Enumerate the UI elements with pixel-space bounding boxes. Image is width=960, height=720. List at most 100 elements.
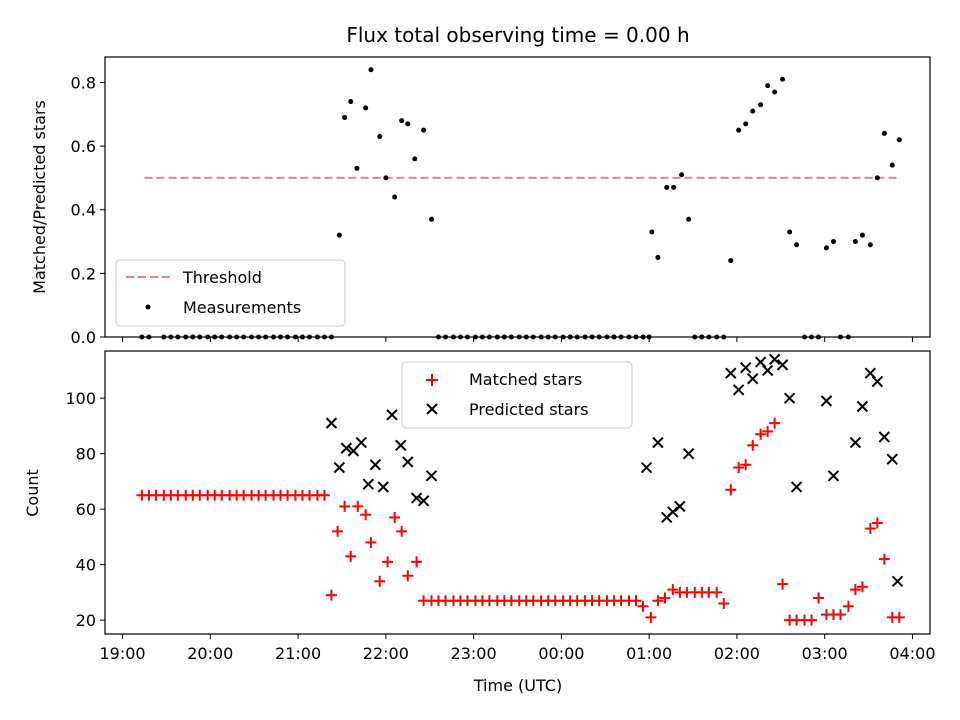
- measurement-point: [794, 242, 800, 248]
- measurement-point: [292, 334, 298, 340]
- matched-star-point: [374, 575, 386, 587]
- x-tick-label: 02:00: [714, 644, 760, 663]
- ratio-y-tick-label: 0.0: [71, 328, 96, 347]
- x-tick-label: 21:00: [275, 644, 321, 663]
- predicted-star-point: [871, 375, 884, 388]
- matched-star-point: [834, 609, 846, 621]
- measurement-point: [567, 334, 573, 340]
- x-axis-label: Time (UTC): [473, 676, 562, 695]
- measurement-point: [611, 334, 617, 340]
- measurement-point: [205, 334, 211, 340]
- matched-star-point: [365, 536, 377, 548]
- measurement-point: [671, 184, 677, 190]
- measurement-point: [494, 334, 500, 340]
- measurement-point: [765, 83, 771, 89]
- matched-star-point: [806, 614, 818, 626]
- count-y-ticks: 20 40 60 80 100: [65, 389, 105, 630]
- measurement-point: [183, 334, 189, 340]
- predicted-star-point: [878, 431, 891, 443]
- predicted-star-point: [362, 478, 375, 490]
- measurement-point: [889, 162, 895, 168]
- measurement-point: [896, 137, 902, 143]
- matched-star-point: [740, 459, 752, 471]
- measurement-point: [750, 108, 756, 114]
- measurement-point: [383, 175, 389, 181]
- predicted-star-point: [827, 470, 840, 482]
- predicted-star-point: [820, 395, 833, 407]
- measurement-point: [227, 334, 233, 340]
- matched-star-point: [849, 584, 861, 596]
- measurement-point: [867, 242, 873, 248]
- measurement-point: [501, 334, 507, 340]
- measurement-point: [399, 118, 405, 124]
- measurement-point: [508, 334, 514, 340]
- matched-legend-label: Matched stars: [469, 370, 582, 389]
- measurement-point: [772, 89, 778, 95]
- matched-star-point: [667, 584, 679, 596]
- matched-star-point: [645, 611, 657, 623]
- measurement-point: [859, 232, 865, 238]
- predicted-star-point: [340, 442, 353, 454]
- count-y-axis-label: Count: [23, 469, 42, 517]
- matched-star-point: [318, 489, 330, 501]
- measurement-point: [428, 216, 434, 222]
- measurement-point: [530, 334, 536, 340]
- count-y-tick-label: 20: [76, 611, 96, 630]
- measurement-point: [234, 334, 240, 340]
- measurement-point: [714, 334, 720, 340]
- matched-star-point: [382, 556, 394, 568]
- measurement-point: [679, 172, 685, 178]
- predicted-star-point: [369, 459, 382, 471]
- matched-star-point: [856, 581, 868, 593]
- ratio-y-tick-label: 0.4: [71, 201, 96, 220]
- x-tick-label: 04:00: [889, 644, 935, 663]
- ratio-y-tick-label: 0.8: [71, 73, 96, 92]
- matched-star-point: [339, 500, 351, 512]
- ratio-legend-box: [115, 259, 346, 327]
- predicted-star-point: [761, 364, 774, 377]
- predicted-star-point: [386, 409, 398, 421]
- measurement-point: [421, 127, 427, 133]
- measurement-point: [582, 334, 588, 340]
- measurement-point: [516, 334, 522, 340]
- matched-star-point: [842, 600, 854, 612]
- measurement-point: [758, 102, 764, 108]
- measurement-point: [168, 334, 174, 340]
- predicted-star-point: [395, 439, 407, 452]
- predicted-star-point: [325, 417, 338, 429]
- measurement-point: [874, 175, 880, 181]
- predicted-star-point: [783, 392, 796, 404]
- matched-star-point: [659, 592, 671, 604]
- matched-star-point: [747, 439, 759, 451]
- x-tick-label: 01:00: [626, 644, 672, 663]
- measurement-point: [249, 334, 255, 340]
- measurement-point: [604, 334, 610, 340]
- count-y-tick-label: 80: [76, 445, 96, 464]
- matched-legend-swatch: [426, 374, 438, 386]
- measurement-point: [560, 334, 566, 340]
- matched-star-point: [352, 500, 364, 512]
- ratio-y-tick-label: 0.2: [71, 264, 96, 283]
- matched-star-point: [733, 462, 745, 474]
- measurements-legend-label: Measurements: [183, 298, 301, 317]
- matched-star-point: [711, 586, 723, 598]
- predicted-star-point: [333, 461, 346, 474]
- measurement-point: [699, 334, 705, 340]
- measurement-point: [271, 334, 277, 340]
- predicted-star-point: [410, 492, 423, 504]
- measurement-point: [139, 334, 145, 340]
- predicted-star-point: [682, 447, 695, 460]
- measurement-point: [328, 334, 334, 340]
- measurement-point: [618, 334, 624, 340]
- measurement-point: [377, 134, 383, 140]
- measurement-point: [646, 334, 652, 340]
- measurement-point: [405, 121, 411, 127]
- matched-star-point: [878, 553, 890, 565]
- ratio-y-ticks: 0.0 0.2 0.4 0.6 0.8: [71, 73, 105, 347]
- matched-star-point: [871, 517, 883, 529]
- predicted-star-point: [856, 400, 869, 413]
- figure-title: Flux total observing time = 0.00 h: [346, 23, 689, 47]
- measurement-point: [538, 334, 544, 340]
- measurement-point: [523, 334, 529, 340]
- measurement-point: [336, 232, 342, 238]
